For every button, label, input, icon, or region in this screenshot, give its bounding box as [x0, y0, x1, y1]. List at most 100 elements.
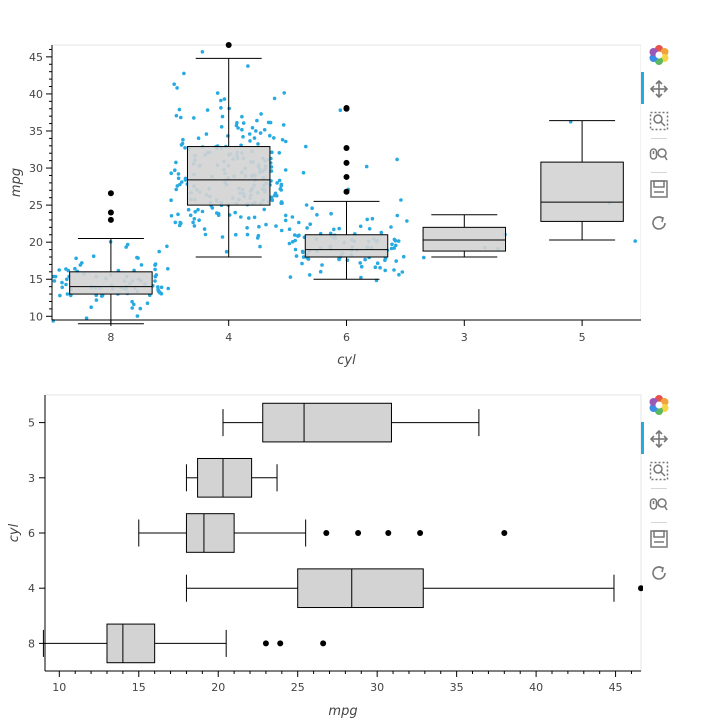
y-tick-label: 10 [29, 310, 43, 323]
save-icon[interactable] [648, 528, 670, 550]
scatter-point [173, 168, 177, 172]
wheel-zoom-icon[interactable] [648, 144, 670, 166]
scatter-point [375, 261, 380, 266]
scatter-point [274, 224, 278, 228]
box-zoom-icon[interactable] [648, 460, 670, 482]
scatter-point [272, 96, 277, 101]
scatter-point [241, 135, 245, 139]
bokeh-logo-icon[interactable] [648, 44, 670, 66]
scatter-point [52, 279, 57, 283]
outlier-point [343, 145, 350, 152]
scatter-point [132, 302, 136, 307]
outlier-point [355, 530, 362, 536]
scatter-point [290, 215, 295, 219]
reset-icon[interactable] [648, 212, 670, 234]
scatter-point [281, 123, 286, 127]
y-tick-label: 40 [29, 88, 43, 101]
scatter-point [329, 211, 333, 216]
scatter-point [73, 266, 77, 271]
scatter-point [233, 210, 237, 215]
pan-icon[interactable] [648, 78, 670, 100]
scatter-point [394, 243, 398, 248]
scatter-point [300, 261, 304, 266]
scatter-point [400, 270, 405, 274]
x-tick-label: 3 [461, 331, 468, 344]
scatter-point [301, 255, 306, 259]
scatter-point [156, 285, 160, 289]
outlier-point [343, 188, 350, 195]
scatter-point [633, 239, 637, 243]
scatter-point [287, 227, 292, 231]
scatter-point [307, 273, 312, 277]
scatter-point [389, 246, 394, 251]
scatter-point [175, 184, 180, 188]
scatter-point [191, 220, 195, 225]
box-8 [69, 190, 153, 325]
scatter-point [89, 305, 93, 310]
scatter-point [53, 274, 58, 279]
scatter-point [196, 207, 200, 212]
scatter-point [91, 254, 96, 258]
y-tick-label: 6 [28, 527, 35, 540]
box-zoom-icon[interactable] [648, 110, 670, 132]
scatter-point [248, 139, 252, 143]
reset-icon[interactable] [648, 562, 670, 584]
scatter-point [337, 257, 341, 262]
scatter-point [60, 285, 64, 290]
scatter-point [247, 132, 252, 136]
y-tick-label: 35 [29, 125, 43, 138]
scatter-point [202, 227, 207, 231]
scatter-point [177, 107, 182, 112]
pan-icon[interactable] [648, 428, 670, 450]
scatter-point [181, 137, 185, 142]
scatter-point [138, 306, 143, 311]
scatter-point [283, 218, 288, 223]
wheel-zoom-icon[interactable] [648, 494, 670, 516]
save-icon[interactable] [648, 178, 670, 200]
outlier-point [343, 105, 350, 112]
toolbar-separator [651, 138, 667, 139]
scatter-point [182, 71, 186, 76]
left-mask [0, 0, 52, 320]
scatter-point [250, 126, 255, 130]
outlier-point [107, 190, 114, 197]
scatter-point [392, 246, 397, 250]
scatter-point [320, 263, 324, 267]
box-3 [422, 214, 507, 258]
scatter-point [283, 213, 288, 218]
bokeh-logo-icon[interactable] [648, 394, 670, 416]
scatter-point [315, 213, 319, 217]
scatter-point [57, 268, 61, 272]
y-axis-title: mpg [9, 168, 24, 197]
scatter-point [175, 86, 179, 90]
scatter-point [358, 261, 363, 265]
scatter-point [173, 220, 178, 225]
scatter-point [363, 257, 367, 262]
scatter-point [310, 206, 314, 210]
scatter-point [296, 234, 300, 238]
active-tool-indicator [641, 422, 644, 454]
scatter-point [157, 249, 161, 254]
scatter-point [186, 207, 191, 212]
box-iqr [422, 226, 507, 252]
scatter-point [252, 136, 257, 140]
outlier-point [417, 530, 424, 536]
outlier-point [107, 209, 114, 216]
scatter-point [94, 298, 99, 302]
scatter-point [297, 220, 301, 225]
scatter-point [359, 264, 364, 269]
box-iqr [540, 161, 624, 222]
scatter-point [203, 232, 208, 237]
toolbar-separator [651, 522, 667, 523]
scatter-point [74, 256, 78, 261]
scatter-point [139, 263, 144, 267]
scatter-point [304, 203, 309, 207]
scatter-point [58, 293, 62, 298]
scatter-point [215, 91, 220, 95]
scatter-point [258, 244, 262, 249]
outlier-point [323, 530, 330, 536]
box-4 [185, 568, 644, 609]
scatter-point [264, 222, 268, 227]
scatter-point [304, 144, 308, 149]
